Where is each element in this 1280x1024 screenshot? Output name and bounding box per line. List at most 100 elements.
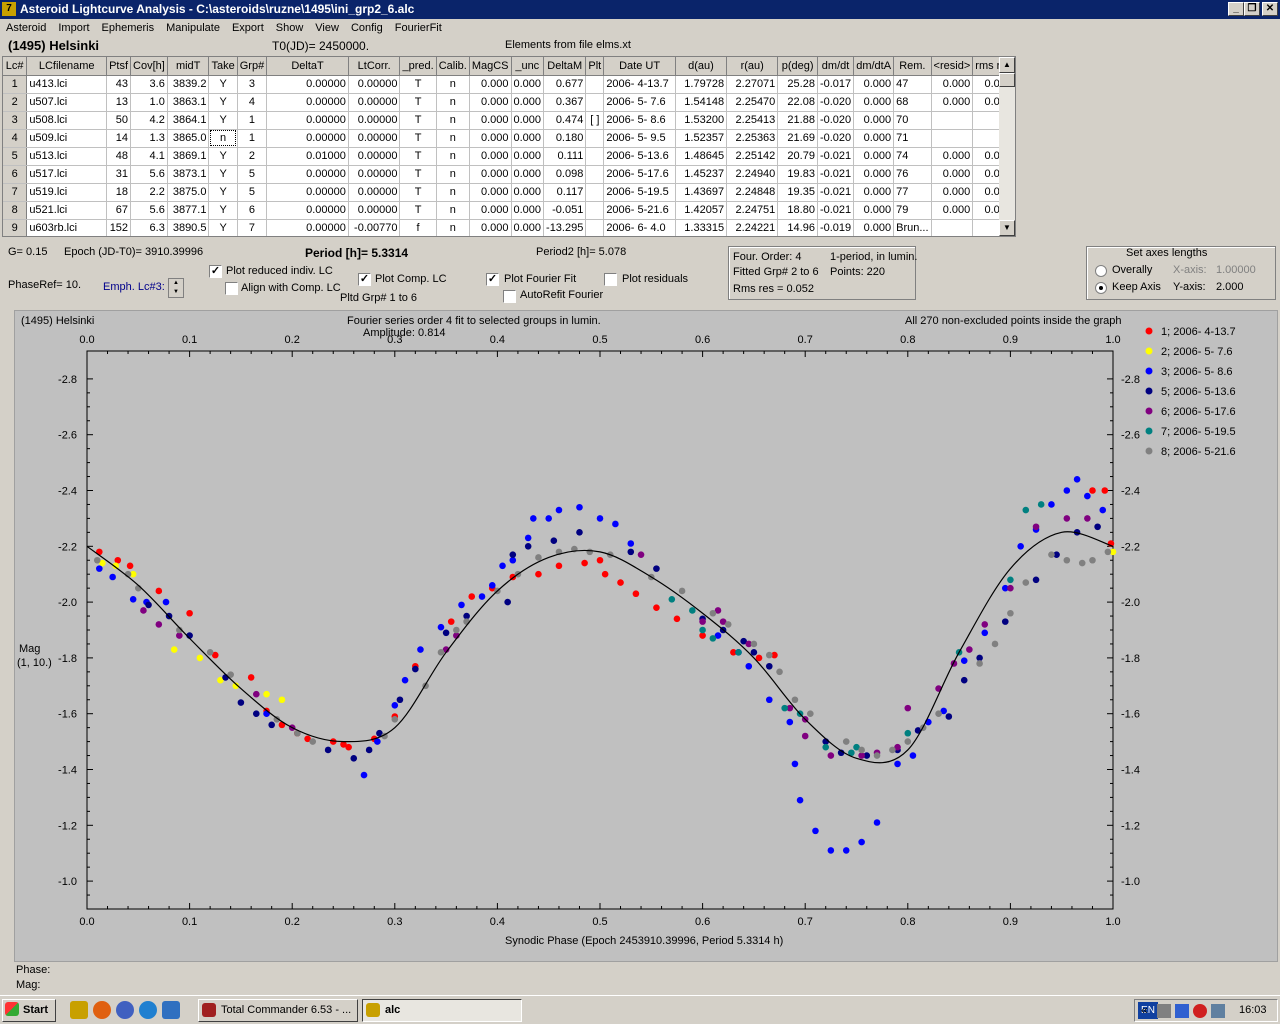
column-header[interactable]: Take — [208, 57, 238, 76]
table-cell[interactable]: 0.00000 — [266, 183, 349, 202]
table-cell[interactable]: 0.474 — [543, 111, 587, 130]
table-cell[interactable]: 1 — [237, 111, 268, 130]
table-cell[interactable]: 0.180 — [543, 129, 587, 148]
table-cell[interactable]: u521.lci — [26, 201, 108, 220]
column-header[interactable]: dm/dt — [817, 57, 855, 76]
network-icon[interactable] — [1157, 1004, 1171, 1018]
table-cell[interactable]: u517.lci — [26, 165, 108, 184]
table-cell[interactable]: 20.79 — [777, 147, 818, 166]
table-cell[interactable]: 77 — [893, 183, 932, 202]
table-cell[interactable]: 0.000 — [511, 147, 545, 166]
table-cell[interactable]: T — [399, 129, 437, 148]
table-cell[interactable] — [585, 165, 605, 184]
table-cell[interactable] — [585, 201, 605, 220]
table-cell[interactable]: 2006- 5-13.6 — [603, 147, 676, 166]
table-cell[interactable]: 0.000 — [511, 75, 545, 94]
table-cell[interactable]: 68 — [893, 93, 932, 112]
table-cell[interactable]: -0.020 — [817, 111, 855, 130]
table-cell[interactable]: -0.021 — [817, 183, 855, 202]
table-cell[interactable]: 18.80 — [777, 201, 818, 220]
table-cell[interactable]: 0.000 — [853, 147, 895, 166]
table-cell[interactable]: 152 — [106, 219, 132, 236]
column-header[interactable]: _pred. — [399, 57, 437, 76]
table-cell[interactable]: -13.295 — [543, 219, 587, 236]
table-cell[interactable] — [585, 75, 605, 94]
table-cell[interactable]: 2006- 5-21.6 — [603, 201, 676, 220]
column-header[interactable]: Grp# — [237, 57, 268, 76]
table-cell[interactable]: 2006- 4-13.7 — [603, 75, 676, 94]
table-cell[interactable]: 0.000 — [511, 165, 545, 184]
column-header[interactable]: Rem. — [893, 57, 932, 76]
table-cell[interactable]: 2.24848 — [726, 183, 779, 202]
alc-quicklaunch-icon[interactable] — [70, 1001, 88, 1019]
table-cell[interactable]: u413.lci — [26, 75, 108, 94]
yaxis-value[interactable]: 2.000 — [1216, 281, 1244, 293]
table-cell[interactable]: 0.00000 — [266, 111, 349, 130]
table-cell[interactable]: 0.00000 — [266, 219, 349, 236]
table-cell[interactable]: 0.000 — [469, 165, 512, 184]
table-cell[interactable]: 0.000 — [469, 219, 512, 236]
scroll-down-icon[interactable]: ▼ — [999, 220, 1015, 236]
task-total-commander[interactable]: Total Commander 6.53 - ... — [198, 999, 358, 1022]
table-cell[interactable]: 5 — [237, 183, 268, 202]
table-cell[interactable]: 0.000 — [853, 183, 895, 202]
row-number[interactable]: 6 — [3, 165, 28, 184]
table-cell[interactable]: 1.33315 — [675, 219, 728, 236]
task-alc[interactable]: alc — [362, 999, 522, 1022]
row-number[interactable]: 1 — [3, 75, 28, 94]
table-cell[interactable]: 2006- 5- 9.5 — [603, 129, 676, 148]
table-cell[interactable]: 0.000 — [511, 129, 545, 148]
table-cell[interactable]: 7 — [237, 219, 268, 236]
table-cell[interactable]: n — [436, 165, 470, 184]
table-cell[interactable]: 2.27071 — [726, 75, 779, 94]
table-cell[interactable]: 0.000 — [931, 75, 974, 94]
table-cell[interactable]: Y — [208, 165, 238, 184]
table-cell[interactable]: 0.00000 — [266, 93, 349, 112]
table-cell[interactable]: 2006- 6- 4.0 — [603, 219, 676, 236]
column-header[interactable]: Plt — [585, 57, 605, 76]
table-cell[interactable]: 22.08 — [777, 93, 818, 112]
table-cell[interactable]: n — [436, 147, 470, 166]
emph-spinner[interactable]: ▲ ▼ — [168, 278, 184, 298]
table-cell[interactable]: 2.24940 — [726, 165, 779, 184]
table-cell[interactable]: 76 — [893, 165, 932, 184]
table-cell[interactable]: 0.000 — [469, 93, 512, 112]
menu-fourierfit[interactable]: FourierFit — [394, 22, 442, 34]
table-cell[interactable]: Y — [208, 75, 238, 94]
row-number[interactable]: 3 — [3, 111, 28, 130]
table-cell[interactable]: T — [399, 201, 437, 220]
table-cell[interactable]: -0.021 — [817, 147, 855, 166]
table-cell[interactable]: 0.000 — [469, 147, 512, 166]
table-cell[interactable]: f — [399, 219, 437, 236]
close-button[interactable]: ✕ — [1262, 2, 1278, 16]
table-row[interactable]: 9 u603rb.lci 152 6.3 3890.5 Y 7 0.00000 -0.00770… — [3, 219, 1015, 236]
table-cell[interactable]: 14 — [106, 129, 132, 148]
table-cell[interactable]: -0.00770 — [348, 219, 401, 236]
table-cell[interactable]: 21.69 — [777, 129, 818, 148]
table-cell[interactable]: n — [208, 129, 238, 148]
scroll-thumb[interactable] — [999, 73, 1015, 87]
table-cell[interactable]: 4.2 — [130, 111, 168, 130]
table-cell[interactable]: 1.45237 — [675, 165, 728, 184]
menu-ephemeris[interactable]: Ephemeris — [101, 22, 155, 34]
table-cell[interactable]: 2006- 5- 8.6 — [603, 111, 676, 130]
table-cell[interactable]: 74 — [893, 147, 932, 166]
table-cell[interactable]: 0.000 — [931, 201, 974, 220]
table-cell[interactable]: 0.000 — [511, 93, 545, 112]
table-cell[interactable]: u508.lci — [26, 111, 108, 130]
table-cell[interactable]: 1.43697 — [675, 183, 728, 202]
table-cell[interactable]: 6 — [237, 201, 268, 220]
column-header[interactable]: _unc — [511, 57, 545, 76]
table-cell[interactable]: 67 — [106, 201, 132, 220]
table-cell[interactable]: 18 — [106, 183, 132, 202]
table-cell[interactable]: T — [399, 147, 437, 166]
plot-comp-checkbox[interactable]: ✓ — [358, 273, 371, 286]
table-cell[interactable]: Y — [208, 219, 238, 236]
table-cell[interactable]: 0.000 — [853, 75, 895, 94]
keep-axis-radio[interactable] — [1095, 282, 1107, 294]
table-cell[interactable]: 2006- 5-19.5 — [603, 183, 676, 202]
table-cell[interactable]: 1.79728 — [675, 75, 728, 94]
table-cell[interactable]: 5.6 — [130, 165, 168, 184]
